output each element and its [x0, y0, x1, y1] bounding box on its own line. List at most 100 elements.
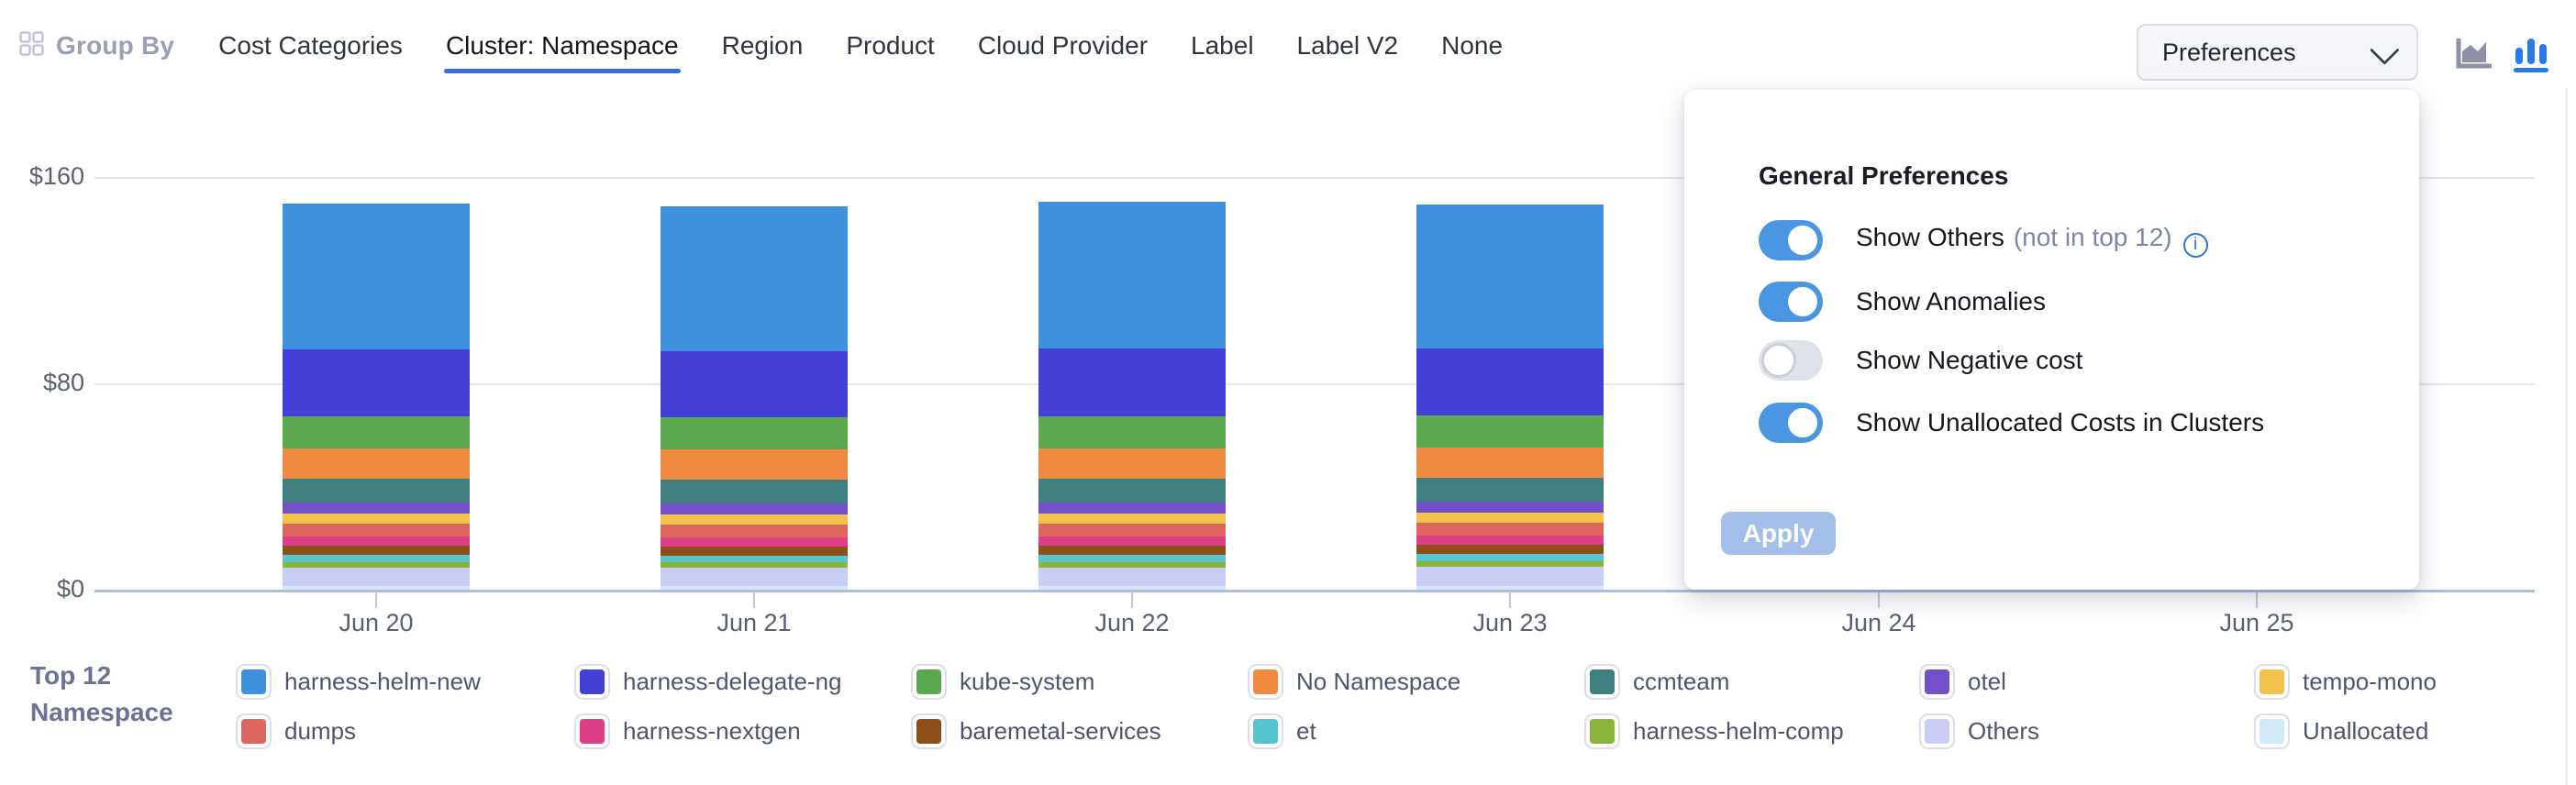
bar-chart-icon[interactable] — [2512, 37, 2550, 73]
bar-segment-jun20-harness-delegate-ng[interactable] — [283, 349, 470, 417]
bar-segment-jun21-otel[interactable] — [661, 503, 848, 514]
bar-segment-jun22-dumps[interactable] — [1038, 524, 1226, 537]
info-icon[interactable]: i — [2182, 233, 2208, 258]
bar-segment-jun23-unallocated[interactable] — [1416, 586, 1604, 590]
bar-segment-jun20-dumps[interactable] — [283, 524, 470, 537]
bar-segment-jun22-tempo-mono[interactable] — [1038, 514, 1226, 524]
apply-button[interactable]: Apply — [1721, 512, 1836, 555]
legend-item-harness-helm-new[interactable]: harness-helm-new — [236, 664, 481, 700]
legend-item-kube-system[interactable]: kube-system — [911, 664, 1094, 700]
legend-item-dumps[interactable]: dumps — [236, 713, 356, 749]
bar-segment-jun22-et[interactable] — [1038, 555, 1226, 563]
bar-segment-jun22-no-namespace[interactable] — [1038, 448, 1226, 480]
bar-segment-jun20-ccmteam[interactable] — [283, 479, 470, 503]
bar-segment-jun22-others[interactable] — [1038, 568, 1226, 587]
legend-item-harness-nextgen[interactable]: harness-nextgen — [574, 713, 801, 749]
bar-segment-jun21-et[interactable] — [661, 555, 848, 563]
bar-segment-jun22-otel[interactable] — [1038, 502, 1226, 514]
bar-segment-jun21-harness-nextgen[interactable] — [661, 536, 848, 547]
preference-row-show-unallocated-costs-in-clusters: Show Unallocated Costs in Clusters — [1759, 403, 2264, 443]
bar-segment-jun22-harness-delegate-ng[interactable] — [1038, 348, 1226, 416]
legend-item-otel[interactable]: otel — [1919, 664, 2006, 700]
bar-segment-jun20-others[interactable] — [283, 568, 470, 587]
bar-segment-jun21-ccmteam[interactable] — [661, 479, 848, 504]
legend-item-others[interactable]: Others — [1919, 713, 2039, 749]
legend-item-no-namespace[interactable]: No Namespace — [1248, 664, 1460, 700]
legend-item-ccmteam[interactable]: ccmteam — [1584, 664, 1729, 700]
group-by: Group By — [19, 31, 174, 61]
bar-segment-jun23-ccmteam[interactable] — [1416, 477, 1604, 502]
bar-segment-jun21-harness-helm-new[interactable] — [661, 206, 848, 351]
legend-item-tempo-mono[interactable]: tempo-mono — [2254, 664, 2437, 700]
bar-segment-jun20-tempo-mono[interactable] — [283, 514, 470, 524]
legend-item-harness-helm-comp[interactable]: harness-helm-comp — [1584, 713, 1844, 749]
bar-segment-jun20-no-namespace[interactable] — [283, 448, 470, 480]
toggle-show-anomalies[interactable] — [1759, 282, 1823, 322]
tab-region[interactable]: Region — [721, 31, 804, 60]
bar-segment-jun20-harness-nextgen[interactable] — [283, 536, 470, 547]
bar-segment-jun23-baremetal-services[interactable] — [1416, 545, 1604, 555]
bar-segment-jun22-harness-helm-comp[interactable] — [1038, 562, 1226, 569]
bar-segment-jun22-unallocated[interactable] — [1038, 586, 1226, 590]
x-tick — [1131, 592, 1133, 608]
legend-label: harness-nextgen — [623, 717, 801, 745]
bar-segment-jun21-no-namespace[interactable] — [661, 449, 848, 480]
bar-segment-jun21-kube-system[interactable] — [661, 417, 848, 450]
bar-segment-jun21-baremetal-services[interactable] — [661, 546, 848, 556]
bar-segment-jun23-harness-delegate-ng[interactable] — [1416, 348, 1604, 416]
bar-segment-jun22-baremetal-services[interactable] — [1038, 546, 1226, 556]
x-tick — [1509, 592, 1511, 608]
bar-segment-jun21-others[interactable] — [661, 568, 848, 587]
legend-swatch — [1584, 664, 1620, 700]
tab-cost-categories[interactable]: Cost Categories — [218, 31, 403, 60]
legend-item-et[interactable]: et — [1248, 713, 1316, 749]
bar-segment-jun20-otel[interactable] — [283, 502, 470, 514]
tab-none[interactable]: None — [1441, 31, 1504, 60]
bar-segment-jun23-et[interactable] — [1416, 554, 1604, 562]
bar-segment-jun20-harness-helm-new[interactable] — [283, 204, 470, 350]
toggle-show-negative-cost[interactable] — [1759, 340, 1823, 381]
legend-swatch — [236, 713, 272, 749]
bar-segment-jun20-et[interactable] — [283, 555, 470, 563]
toggle-show-others[interactable] — [1759, 220, 1823, 260]
bar-segment-jun21-dumps[interactable] — [661, 524, 848, 537]
area-chart-icon[interactable] — [2455, 37, 2493, 73]
x-tick-label: Jun 21 — [716, 609, 792, 636]
bar-segment-jun22-harness-nextgen[interactable] — [1038, 536, 1226, 547]
bar-segment-jun22-harness-helm-new[interactable] — [1038, 201, 1226, 349]
bar-segment-jun23-harness-nextgen[interactable] — [1416, 535, 1604, 546]
legend-label: otel — [1968, 668, 2006, 695]
legend-item-baremetal-services[interactable]: baremetal-services — [911, 713, 1161, 749]
bar-segment-jun22-kube-system[interactable] — [1038, 415, 1226, 448]
bar-segment-jun23-harness-helm-new[interactable] — [1416, 205, 1604, 349]
bar-segment-jun20-baremetal-services[interactable] — [283, 546, 470, 556]
tab-label-v2[interactable]: Label V2 — [1296, 31, 1399, 60]
bar-segment-jun23-dumps[interactable] — [1416, 522, 1604, 536]
preferences-button[interactable]: Preferences — [2137, 24, 2418, 81]
bar-segment-jun23-kube-system[interactable] — [1416, 415, 1604, 448]
bar-segment-jun22-ccmteam[interactable] — [1038, 479, 1226, 503]
legend-swatch — [2254, 664, 2290, 700]
tab-label[interactable]: Label — [1191, 31, 1254, 60]
bar-segment-jun23-otel[interactable] — [1416, 501, 1604, 513]
bar-segment-jun20-unallocated[interactable] — [283, 586, 470, 590]
tab-product[interactable]: Product — [846, 31, 935, 60]
bar-segment-jun21-unallocated[interactable] — [661, 586, 848, 590]
bar-segment-jun21-harness-helm-comp[interactable] — [661, 562, 848, 569]
legend-swatch — [1919, 664, 1955, 700]
legend-label: harness-delegate-ng — [623, 668, 842, 695]
legend-item-unallocated[interactable]: Unallocated — [2254, 713, 2428, 749]
bar-segment-jun23-others[interactable] — [1416, 566, 1604, 587]
bar-segment-jun23-tempo-mono[interactable] — [1416, 512, 1604, 523]
bar-segment-jun23-harness-helm-comp[interactable] — [1416, 561, 1604, 567]
bar-segment-jun23-no-namespace[interactable] — [1416, 448, 1604, 478]
tab-cloud-provider[interactable]: Cloud Provider — [977, 31, 1149, 60]
legend-item-harness-delegate-ng[interactable]: harness-delegate-ng — [574, 664, 842, 700]
tab-cluster-namespace[interactable]: Cluster: Namespace — [443, 31, 681, 73]
toggle-show-unallocated-costs-in-clusters[interactable] — [1759, 403, 1823, 443]
bar-segment-jun20-harness-helm-comp[interactable] — [283, 562, 470, 569]
bar-segment-jun21-tempo-mono[interactable] — [661, 514, 848, 525]
bar-segment-jun20-kube-system[interactable] — [283, 416, 470, 449]
bar-segment-jun21-harness-delegate-ng[interactable] — [661, 350, 848, 418]
